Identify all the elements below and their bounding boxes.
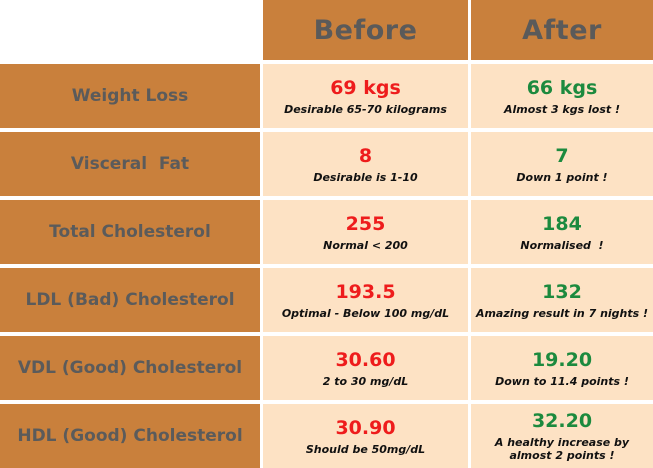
before-note: Should be 50mg/dL [305, 442, 426, 456]
after-cell-total-cholesterol: 184 Normalised ! [468, 200, 653, 264]
table-corner [0, 0, 260, 60]
after-cell-ldl-cholesterol: 132 Amazing result in 7 nights ! [468, 268, 653, 332]
column-header-after: After [468, 0, 653, 60]
before-cell-ldl-cholesterol: 193.5 Optimal - Below 100 mg/dL [260, 268, 468, 332]
before-cell-weight-loss: 69 kgs Desirable 65-70 kilograms [260, 64, 468, 128]
row-label-weight-loss: Weight Loss [0, 64, 260, 128]
before-cell-visceral-fat: 8 Desirable is 1-10 [260, 132, 468, 196]
row-label-hdl-cholesterol: HDL (Good) Cholesterol [0, 404, 260, 468]
before-value: 193.5 [335, 280, 396, 303]
row-label-ldl-cholesterol: LDL (Bad) Cholesterol [0, 268, 260, 332]
after-cell-vdl-cholesterol: 19.20 Down to 11.4 points ! [468, 336, 653, 400]
before-note: Normal < 200 [323, 238, 408, 252]
after-note: Amazing result in 7 nights ! [475, 306, 649, 320]
after-note: A healthy increase by almost 2 points ! [494, 436, 630, 462]
row-label-vdl-cholesterol: VDL (Good) Cholesterol [0, 336, 260, 400]
after-note: Down to 11.4 points ! [495, 374, 629, 388]
after-value: 19.20 [531, 348, 593, 371]
before-cell-hdl-cholesterol: 30.90 Should be 50mg/dL [260, 404, 468, 468]
before-note: Optimal - Below 100 mg/dL [281, 306, 450, 320]
before-value: 255 [345, 212, 386, 235]
after-cell-visceral-fat: 7 Down 1 point ! [468, 132, 653, 196]
row-label-visceral-fat: Visceral Fat [0, 132, 260, 196]
after-value: 32.20 [531, 410, 593, 432]
column-header-before: Before [260, 0, 468, 60]
after-value: 184 [542, 212, 582, 235]
before-note: 2 to 30 mg/dL [322, 374, 409, 388]
after-cell-weight-loss: 66 kgs Almost 3 kgs lost ! [468, 64, 653, 128]
after-note: Normalised ! [520, 238, 604, 252]
before-cell-total-cholesterol: 255 Normal < 200 [260, 200, 468, 264]
before-note: Desirable 65-70 kilograms [284, 102, 447, 116]
before-value: 30.90 [335, 416, 396, 439]
row-label-total-cholesterol: Total Cholesterol [0, 200, 260, 264]
after-note: Down 1 point ! [516, 170, 608, 184]
before-cell-vdl-cholesterol: 30.60 2 to 30 mg/dL [260, 336, 468, 400]
before-note: Desirable is 1-10 [313, 170, 418, 184]
before-value: 8 [358, 144, 373, 167]
before-value: 69 kgs [330, 76, 401, 99]
after-value: 7 [555, 144, 569, 167]
after-cell-hdl-cholesterol: 32.20 A healthy increase by almost 2 poi… [468, 404, 653, 468]
before-value: 30.60 [335, 348, 396, 371]
after-value: 66 kgs [526, 76, 598, 99]
after-value: 132 [542, 280, 582, 303]
after-note: Almost 3 kgs lost ! [504, 102, 620, 116]
